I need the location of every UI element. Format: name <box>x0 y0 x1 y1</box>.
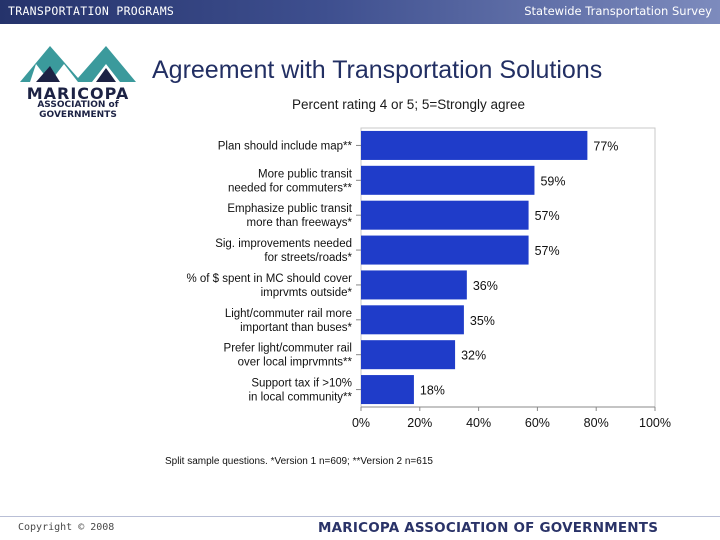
bar-3 <box>361 235 529 265</box>
category-label-4-0: % of $ spent in MC should cover <box>186 273 352 285</box>
category-label-7-1: in local community** <box>248 392 352 404</box>
footer-divider <box>0 516 720 517</box>
header-bar: TRANSPORTATION PROGRAMS Statewide Transp… <box>0 0 720 24</box>
x-tick-label-4: 80% <box>584 416 609 430</box>
category-label-4-1: imprvmts outside* <box>261 287 353 299</box>
header-program-title: TRANSPORTATION PROGRAMS <box>8 4 175 18</box>
logo-text-association: ASSOCIATION of <box>37 100 119 110</box>
x-tick-label-3: 60% <box>525 416 550 430</box>
category-label-2-0: Emphasize public transit <box>227 203 352 215</box>
category-label-5-1: important than buses* <box>240 322 352 334</box>
bar-6 <box>361 340 456 370</box>
mag-logo-icon <box>20 46 136 82</box>
bar-value-label-7: 18% <box>420 384 445 398</box>
x-tick-label-2: 40% <box>466 416 491 430</box>
x-tick-label-1: 20% <box>407 416 432 430</box>
category-label-7-0: Support tax if >10% <box>251 378 352 390</box>
category-label-6-1: over local imprvmnts** <box>238 357 353 369</box>
category-label-5-0: Light/commuter rail more <box>225 308 352 320</box>
bar-value-label-2: 57% <box>535 209 560 223</box>
copyright-text: Copyright © 2008 <box>18 522 115 533</box>
category-label-2-1: more than freeways* <box>247 217 353 229</box>
bar-value-label-1: 59% <box>540 174 565 188</box>
bar-value-label-0: 77% <box>593 139 618 153</box>
category-label-3-1: for streets/roads* <box>264 252 352 264</box>
bar-1 <box>361 165 535 195</box>
bar-value-label-5: 35% <box>470 314 495 328</box>
footnote: Split sample questions. *Version 1 n=609… <box>165 456 433 467</box>
bar-4 <box>361 270 467 300</box>
bar-2 <box>361 200 529 230</box>
bar-value-label-3: 57% <box>535 244 560 258</box>
footer-org-name: MARICOPA ASSOCIATION OF GOVERNMENTS <box>318 520 659 536</box>
bar-0 <box>361 130 588 160</box>
category-label-1-0: More public transit <box>258 168 353 180</box>
logo-text-maricopa: MARICOPA <box>26 84 130 103</box>
bar-value-label-4: 36% <box>473 279 498 293</box>
logo-text-governments: GOVERNMENTS <box>39 110 117 120</box>
x-tick-label-5: 100% <box>639 416 671 430</box>
category-label-0-0: Plan should include map** <box>218 140 353 152</box>
category-label-3-0: Sig. improvements needed <box>215 238 352 250</box>
bar-7 <box>361 375 414 405</box>
chart-subtitle: Percent rating 4 or 5; 5=Strongly agree <box>292 97 526 112</box>
header-survey-title: Statewide Transportation Survey <box>524 4 712 18</box>
bar-5 <box>361 305 464 335</box>
category-label-6-0: Prefer light/commuter rail <box>224 343 352 355</box>
category-label-1-1: needed for commuters** <box>228 182 353 194</box>
bar-value-label-6: 32% <box>461 349 486 363</box>
chart-title: Agreement with Transportation Solutions <box>152 56 603 84</box>
x-tick-label-0: 0% <box>352 416 370 430</box>
